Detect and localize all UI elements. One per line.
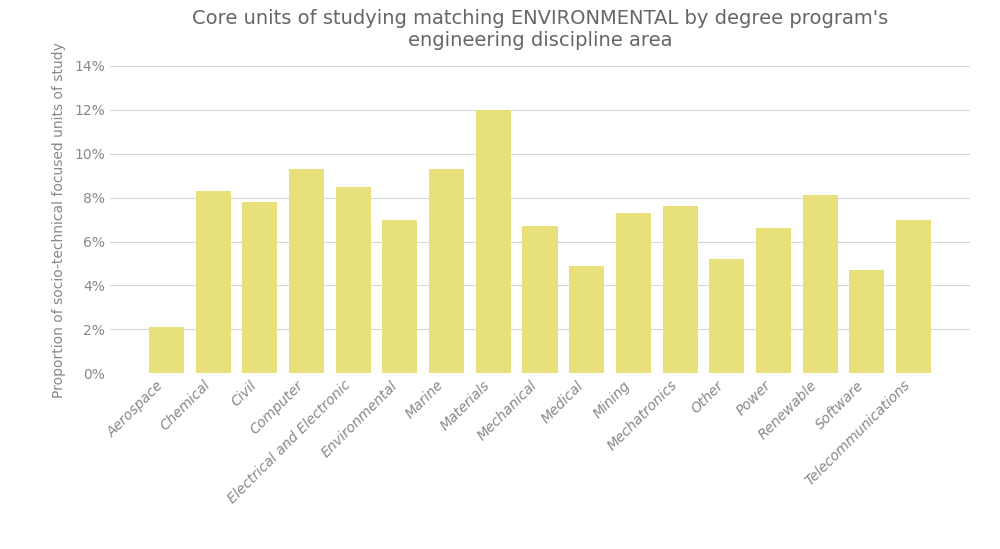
Bar [196,191,231,373]
Bar [709,259,744,373]
Bar [149,327,184,373]
Y-axis label: Proportion of socio-technical focused units of study: Proportion of socio-technical focused un… [52,42,66,397]
Bar [382,220,417,373]
Bar [756,228,791,373]
Bar [242,202,277,373]
Bar [522,226,558,373]
Bar [336,187,371,373]
Bar [569,266,604,373]
Bar [803,195,838,373]
Bar [663,206,698,373]
Bar [289,169,324,373]
Bar [849,270,884,373]
Title: Core units of studying matching ENVIRONMENTAL by degree program's
engineering di: Core units of studying matching ENVIRONM… [192,9,888,51]
Bar [429,169,464,373]
Bar [476,110,511,373]
Bar [616,213,651,373]
Bar [896,220,931,373]
